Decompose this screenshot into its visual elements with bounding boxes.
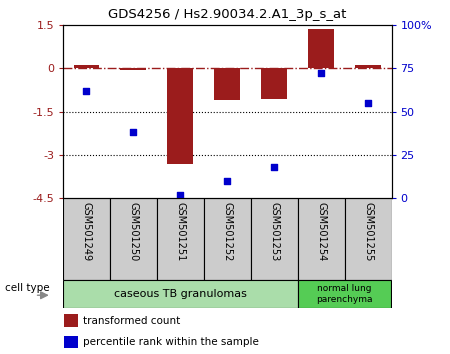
Bar xyxy=(345,198,392,280)
Point xyxy=(364,100,372,105)
Bar xyxy=(261,68,287,98)
Text: GSM501250: GSM501250 xyxy=(128,202,139,262)
Text: GSM501252: GSM501252 xyxy=(222,202,232,262)
Bar xyxy=(214,68,240,100)
Bar xyxy=(308,29,334,68)
Point xyxy=(318,70,325,76)
Point xyxy=(224,178,231,184)
Text: caseous TB granulomas: caseous TB granulomas xyxy=(114,289,247,299)
Bar xyxy=(73,65,99,68)
Bar xyxy=(157,198,204,280)
Bar xyxy=(204,198,251,280)
Bar xyxy=(63,198,110,280)
Text: cell type: cell type xyxy=(5,282,50,293)
Bar xyxy=(64,336,77,348)
Text: GSM501255: GSM501255 xyxy=(363,202,373,262)
Bar xyxy=(110,198,157,280)
Bar xyxy=(63,280,297,308)
Text: GSM501254: GSM501254 xyxy=(316,202,326,262)
Text: GSM501253: GSM501253 xyxy=(269,202,279,262)
Text: normal lung
parenchyma: normal lung parenchyma xyxy=(316,284,373,303)
Bar xyxy=(355,65,381,68)
Point xyxy=(270,164,278,170)
Point xyxy=(130,130,137,135)
Text: GSM501249: GSM501249 xyxy=(81,202,91,262)
Bar xyxy=(121,68,146,70)
Point xyxy=(83,88,90,93)
Text: percentile rank within the sample: percentile rank within the sample xyxy=(83,337,259,347)
Bar xyxy=(297,280,392,308)
Point xyxy=(177,192,184,198)
Text: transformed count: transformed count xyxy=(83,316,181,326)
Text: GSM501251: GSM501251 xyxy=(176,202,185,262)
Bar xyxy=(167,68,193,164)
Bar xyxy=(297,198,345,280)
Bar xyxy=(64,314,77,327)
Title: GDS4256 / Hs2.90034.2.A1_3p_s_at: GDS4256 / Hs2.90034.2.A1_3p_s_at xyxy=(108,8,346,21)
Bar xyxy=(251,198,297,280)
